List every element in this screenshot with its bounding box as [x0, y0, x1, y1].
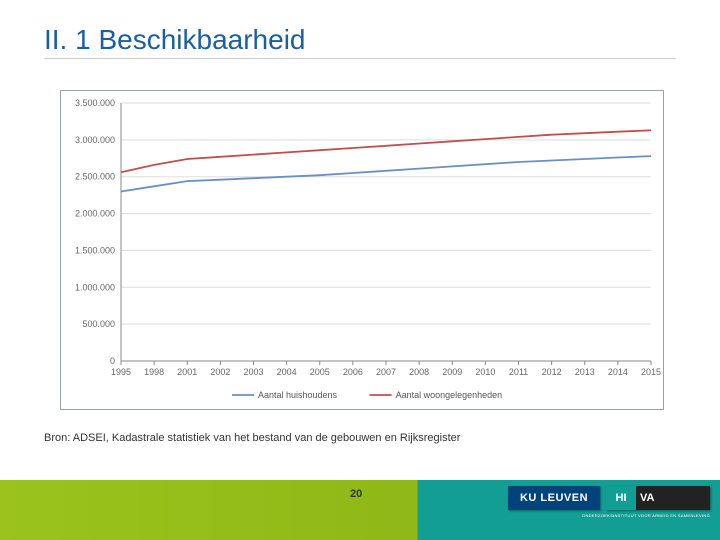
hiva-subtitle: ONDERZOEKSINSTITUUT VOOR ARBEID EN SAMEN… [582, 513, 710, 518]
svg-text:2008: 2008 [409, 367, 429, 377]
svg-text:2.000.000: 2.000.000 [75, 209, 115, 219]
chart-svg: 0 500.000 1.000.000 1.500.000 2.000.000 2.500… [61, 91, 663, 409]
svg-text:2003: 2003 [243, 367, 263, 377]
ku-leuven-logo: KU LEUVEN [508, 486, 600, 510]
svg-text:2014: 2014 [608, 367, 628, 377]
svg-text:2006: 2006 [343, 367, 363, 377]
svg-text:2001: 2001 [177, 367, 197, 377]
svg-text:3.500.000: 3.500.000 [75, 98, 115, 108]
svg-text:Aantal huishoudens: Aantal huishoudens [258, 390, 338, 400]
svg-text:1998: 1998 [144, 367, 164, 377]
hiva-rest: VA [640, 492, 654, 504]
svg-text:1995: 1995 [111, 367, 131, 377]
svg-text:0: 0 [110, 356, 115, 366]
slide: II. 1 Beschikbaarheid 0 500.000 1.000.000 1… [0, 0, 720, 540]
svg-text:2010: 2010 [475, 367, 495, 377]
line-chart: 0 500.000 1.000.000 1.500.000 2.000.000 2.500… [60, 90, 664, 410]
svg-text:2007: 2007 [376, 367, 396, 377]
title-underline [44, 58, 676, 59]
svg-text:2013: 2013 [575, 367, 595, 377]
svg-text:2004: 2004 [277, 367, 297, 377]
page-number: 20 [350, 488, 362, 500]
svg-text:Aantal woongelegenheden: Aantal woongelegenheden [396, 390, 503, 400]
svg-text:500.000: 500.000 [82, 319, 115, 329]
svg-text:2012: 2012 [542, 367, 562, 377]
source-text: Bron: ADSEI, Kadastrale statistiek van h… [44, 432, 460, 444]
svg-text:1.000.000: 1.000.000 [75, 282, 115, 292]
hiva-accent: HI [606, 486, 636, 510]
svg-text:3.000.000: 3.000.000 [75, 135, 115, 145]
svg-text:2005: 2005 [310, 367, 330, 377]
svg-text:2011: 2011 [509, 367, 528, 377]
svg-text:2015: 2015 [641, 367, 661, 377]
svg-text:1.500.000: 1.500.000 [75, 245, 115, 255]
svg-text:2.500.000: 2.500.000 [75, 172, 115, 182]
svg-text:2002: 2002 [210, 367, 230, 377]
hiva-logo: HI VA [606, 486, 710, 510]
svg-text:2009: 2009 [442, 367, 462, 377]
slide-title: II. 1 Beschikbaarheid [44, 24, 306, 56]
